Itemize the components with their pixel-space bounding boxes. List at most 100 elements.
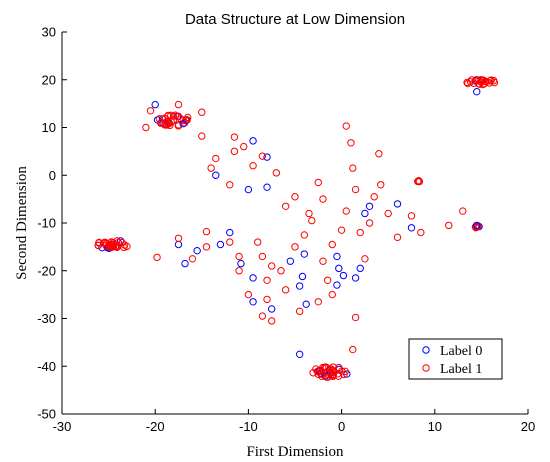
data-point <box>193 246 201 255</box>
data-point <box>356 228 364 237</box>
axes: -30 -20 -10 0 10 20 -50 -40 -30 -20 -10 0 10 20 30 <box>37 25 535 435</box>
cluster-point <box>113 243 121 252</box>
data-point <box>328 290 336 299</box>
cluster-point <box>341 367 350 376</box>
data-point <box>337 226 346 234</box>
cluster-point <box>414 177 422 186</box>
legend-marker <box>422 364 430 372</box>
cluster-point <box>120 241 129 249</box>
data-point <box>314 298 322 306</box>
data-point <box>323 276 332 284</box>
data-point <box>258 252 267 261</box>
data-point <box>305 209 313 218</box>
data-point <box>268 317 276 325</box>
x-tick-label: -30 <box>53 419 72 434</box>
data-point <box>339 271 348 280</box>
data-point <box>319 257 327 265</box>
data-point <box>375 150 383 158</box>
data-point <box>349 164 357 172</box>
cluster-point <box>327 370 335 379</box>
data-point <box>249 162 257 170</box>
cluster-point <box>164 112 172 120</box>
data-point <box>302 300 310 308</box>
data-point <box>198 132 206 140</box>
data-point <box>244 185 253 194</box>
data-point <box>377 181 385 189</box>
y-tick-label: 20 <box>42 72 56 87</box>
y-tick-label: 10 <box>42 120 56 135</box>
legend: Label 0 Label 1 <box>408 338 503 380</box>
data-point <box>188 255 197 263</box>
data-point <box>342 207 350 215</box>
data-point <box>153 253 161 262</box>
data-point <box>281 202 290 210</box>
x-axis-label: First Dimension <box>246 444 344 460</box>
data-point <box>370 193 378 201</box>
data-point <box>286 257 295 265</box>
y-tick-label: -10 <box>37 216 56 231</box>
data-point <box>384 209 392 218</box>
data-point <box>254 238 262 246</box>
cluster-point <box>327 365 335 373</box>
data-point <box>202 227 211 236</box>
y-axis-label: Second Dimension <box>14 166 30 280</box>
data-point <box>417 228 425 237</box>
x-tick-label: -10 <box>239 419 258 434</box>
cluster-point <box>329 363 337 371</box>
y-tick-label: 0 <box>49 168 56 183</box>
data-point <box>308 216 316 225</box>
cluster-point <box>174 112 183 121</box>
data-point <box>291 243 299 251</box>
data-point <box>351 313 360 322</box>
cluster-point <box>464 79 472 88</box>
data-point <box>198 108 206 116</box>
cluster-point <box>485 79 493 87</box>
data-point <box>365 202 374 210</box>
data-point <box>407 224 416 232</box>
data-point <box>181 259 189 268</box>
data-point <box>268 305 276 313</box>
cluster-point <box>476 80 484 88</box>
x-tick-label: 20 <box>521 419 535 434</box>
data-point <box>335 264 343 273</box>
data-point <box>365 219 374 227</box>
data-point <box>333 252 341 261</box>
cluster-point <box>335 363 343 372</box>
data-point <box>263 183 271 191</box>
data-point <box>240 142 248 151</box>
data-point <box>235 252 243 261</box>
data-point <box>407 212 416 220</box>
data-point <box>328 240 336 249</box>
data-point <box>356 264 364 273</box>
data-point <box>244 290 253 299</box>
data-point <box>174 234 183 242</box>
data-point <box>212 154 220 163</box>
y-tick-label: 30 <box>42 25 56 40</box>
cluster-point <box>102 239 111 248</box>
data-point <box>216 240 225 249</box>
data-point <box>146 107 155 115</box>
data-point <box>291 193 299 201</box>
data-point <box>237 259 245 268</box>
cluster-point <box>107 238 115 246</box>
cluster-point <box>165 120 173 128</box>
cluster-point <box>334 372 343 380</box>
data-point <box>361 255 369 263</box>
data-point <box>263 153 271 161</box>
cluster-point <box>329 372 337 381</box>
data-point <box>226 238 234 246</box>
data-point <box>272 169 281 177</box>
data-point <box>212 171 220 179</box>
data-point <box>142 123 150 132</box>
data-point <box>263 295 271 304</box>
data-point <box>151 100 159 109</box>
legend-label: Label 1 <box>440 362 482 377</box>
cluster-point <box>490 76 498 85</box>
data-point <box>333 281 341 289</box>
data-point <box>226 228 234 237</box>
data-point <box>230 133 239 141</box>
cluster-point <box>309 369 317 377</box>
cluster-point <box>414 176 423 185</box>
cluster-point <box>319 363 327 372</box>
cluster-point <box>174 122 183 130</box>
